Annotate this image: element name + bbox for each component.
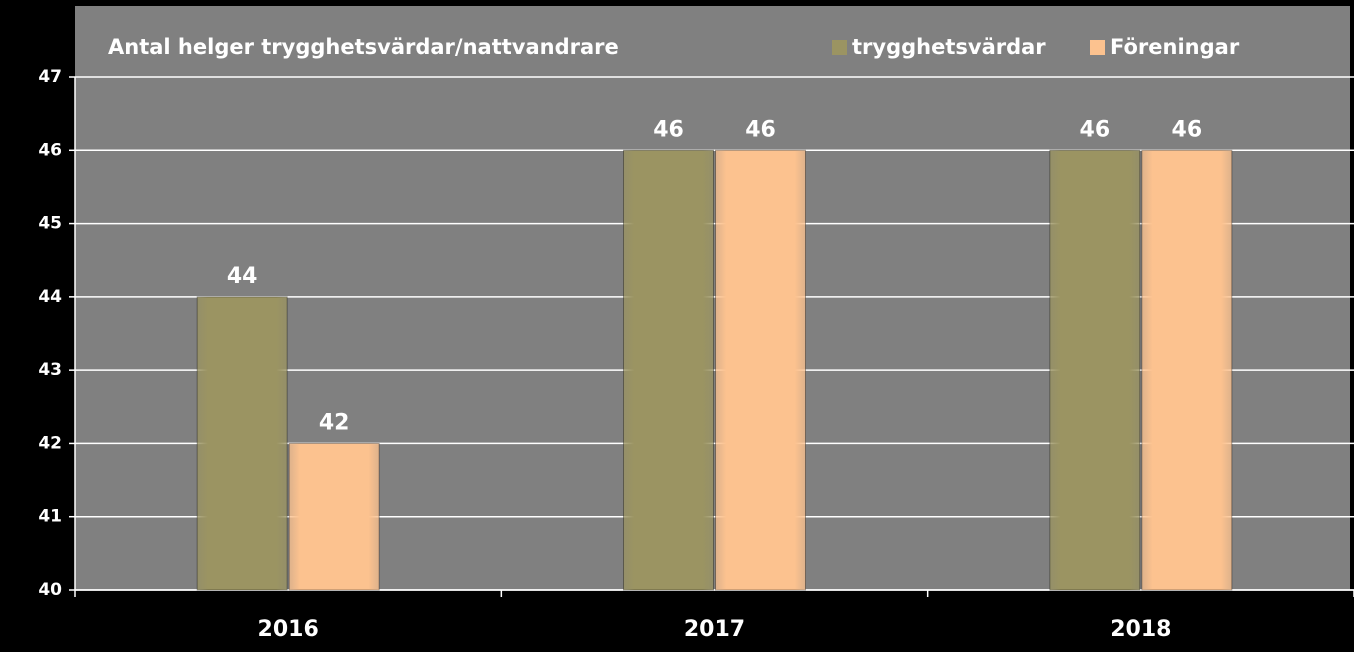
bar [715, 149, 806, 591]
x-tick-label: 2017 [684, 617, 745, 642]
y-tick-label: 41 [38, 507, 62, 527]
x-tick-label: 2016 [258, 617, 319, 642]
bar [196, 296, 288, 591]
y-tick-label: 43 [38, 360, 62, 380]
y-tick-label: 45 [38, 214, 62, 234]
data-label: 46 [745, 117, 776, 142]
y-tick-label: 46 [38, 140, 62, 160]
x-tick-label: 2018 [1110, 617, 1171, 642]
data-label: 46 [653, 117, 684, 142]
bar [1049, 149, 1141, 591]
y-tick-label: 40 [38, 580, 62, 600]
data-label: 46 [1172, 117, 1203, 142]
bar [288, 442, 380, 591]
y-tick-label: 44 [38, 287, 62, 307]
legend-label: Föreningar [1110, 35, 1240, 59]
data-label: 42 [319, 410, 350, 435]
bar [623, 149, 714, 591]
y-tick-label: 42 [38, 433, 62, 453]
data-label: 44 [227, 264, 258, 289]
data-label: 46 [1080, 117, 1111, 142]
bar [1141, 149, 1233, 591]
y-tick-label: 47 [38, 67, 62, 87]
chart-title: Antal helger trygghetsvärdar/nattvandrar… [108, 35, 619, 59]
legend-swatch [1090, 40, 1105, 55]
legend-swatch [832, 40, 847, 55]
legend-label: trygghetsvärdar [852, 35, 1046, 59]
